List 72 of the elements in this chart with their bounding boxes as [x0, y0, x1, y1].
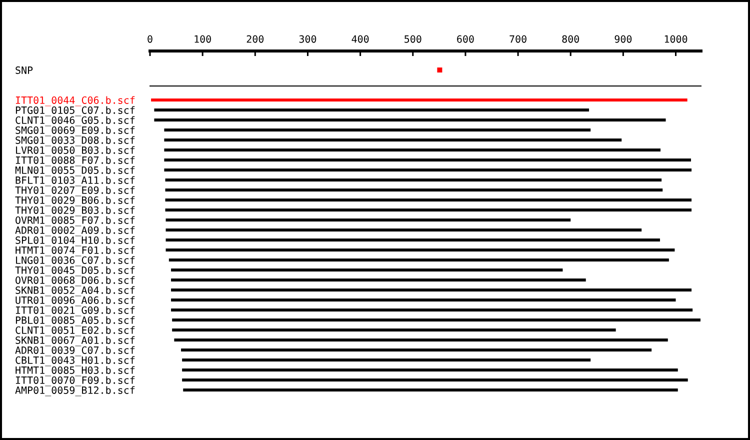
x2-tick-label: 800: [562, 35, 579, 43]
y-tick-label: ITT01_0044_C06.b.scf: [16, 96, 135, 106]
y-tick-label: AMP01_0059_B12.b.scf: [15, 386, 135, 396]
bar: [164, 128, 591, 132]
bar: [151, 98, 688, 102]
bar: [174, 338, 668, 342]
bar: [182, 368, 678, 372]
y-tick-label: ITT01_0088_F07.b.scf: [16, 156, 135, 166]
y-tick-label: THY01_0207_E09.b.scf: [15, 186, 135, 196]
y-tick-label: SPL01_0104_H10.b.scf: [16, 236, 135, 246]
y-tick-label: ADR01_0039_C07.b.scf: [15, 346, 135, 356]
y-tick-label: THY01_0029_B03.b.scf: [15, 206, 135, 216]
bar: [171, 298, 676, 302]
y-tick-label: SKNB1_0052_A04.b.scf: [16, 286, 135, 296]
y-tick-label: HTMT1_0085_H03.b.scf: [16, 366, 135, 376]
bar: [154, 108, 590, 112]
bar: [182, 358, 591, 362]
bar: [182, 378, 688, 382]
bar: [154, 118, 666, 122]
y-tick-label: MLN01_0055_D05.b.scf: [15, 166, 135, 176]
bar: [165, 178, 662, 182]
bar: [165, 208, 692, 212]
x2-tick-label: 900: [614, 35, 632, 43]
bar: [171, 288, 692, 292]
y-tick-label: ITT01_0070_F09.b.scf: [16, 376, 135, 386]
x2-tick-label: 700: [510, 35, 526, 43]
y-tick-label: LVR01_0050_B03.b.scf: [16, 146, 135, 156]
y-tick-label: THY01_0045_D05.b.scf: [15, 266, 135, 276]
x2-tick-label: 300: [299, 35, 316, 43]
y-tick-label: ITT01_0021_G09.b.scf: [16, 306, 135, 316]
x2-tick-label: 400: [352, 35, 369, 43]
bar: [172, 318, 700, 322]
bar: [164, 148, 661, 152]
y-tick-label: ADR01_0002_A09.b.scf: [15, 226, 135, 236]
y-tick-label: PTG01_0105_C07.b.scf: [16, 106, 135, 116]
bar: [171, 278, 586, 282]
x2-tick-label: 600: [457, 35, 474, 43]
bar: [172, 328, 616, 332]
x2-tick-label: 0: [148, 35, 152, 43]
y-tick-label: CLNT1_0051_E02.b.scf: [16, 326, 135, 336]
x2-tick-label: 1000: [664, 35, 688, 43]
bar: [183, 388, 678, 392]
bar: [181, 348, 652, 352]
bar: [171, 308, 693, 312]
y-tick-label: THY01_0029_B06.b.scf: [15, 196, 135, 206]
y-tick-label: HTMT1_0074_F01.b.scf: [16, 246, 135, 256]
y-tick-label: CBLT1_0043_H01.b.scf: [16, 356, 135, 366]
bar: [168, 258, 669, 262]
y-tick-label: UTR01_0096_A06.b.scf: [16, 296, 135, 306]
bar: [166, 228, 642, 232]
y-tick-label: SMG01_0069_E09.b.scf: [16, 126, 135, 136]
bar: [171, 268, 563, 272]
bar: [164, 138, 622, 142]
y-tick-label: LNG01_0036_C07.b.scf: [16, 256, 135, 266]
y-tick-label: SKNB1_0067_A01.b.scf: [16, 336, 135, 346]
y-tick-label: OVRM1_0085_F07.b.scf: [16, 216, 135, 226]
x2-tick-label: 100: [194, 35, 211, 43]
y-tick-label: SNP: [16, 66, 33, 74]
bar: [166, 218, 571, 222]
y-tick-label: CLNT1_0046_G05.b.scf: [16, 116, 135, 126]
y-tick-label: SMG01_0033_D08.b.scf: [16, 136, 135, 146]
bar: [165, 188, 663, 192]
bar: [166, 248, 675, 252]
x2-tick-label: 500: [404, 35, 422, 43]
bar: [164, 158, 692, 162]
x2-tick-label: 200: [246, 35, 264, 43]
y-tick-label: BFLT1_0103_A11.b.scf: [16, 176, 135, 186]
y-tick-label: PBL01_0085_A05.b.scf: [16, 316, 135, 326]
bar: [164, 168, 692, 172]
y-tick-label: OVR01_0068_D06.b.scf: [16, 276, 135, 286]
bar: [166, 238, 660, 242]
bar: [165, 198, 692, 202]
